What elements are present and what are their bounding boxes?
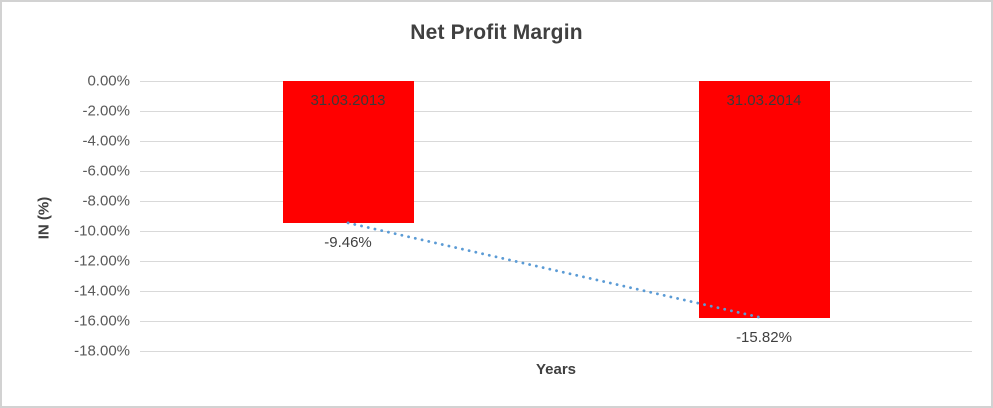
chart-title: Net Profit Margin [410,21,583,44]
bar-value-label: -15.82% [736,329,792,347]
gridline [140,261,972,262]
gridline [140,111,972,112]
gridline [140,321,972,322]
y-tick-label: -6.00% [82,162,130,180]
y-tick-label: -8.00% [82,192,130,210]
y-tick-label: -16.00% [74,312,130,330]
gridline [140,231,972,232]
gridline [140,351,972,352]
y-tick-label: -18.00% [74,342,130,360]
gridline [140,141,972,142]
gridline [140,171,972,172]
bar-value-label: -9.46% [324,233,372,251]
bar-31.03.2014 [698,81,830,319]
bar-31.03.2013 [282,81,414,223]
y-tick-label: 0.00% [87,72,130,90]
y-tick-label: -10.00% [74,222,130,240]
bar-category-label: 31.03.2013 [310,92,386,109]
y-tick-label: -12.00% [74,252,130,270]
gridline [140,81,972,82]
bar-category-label: 31.03.2014 [726,92,802,109]
y-tick-label: -14.00% [74,282,130,300]
gridline [140,291,972,292]
y-tick-label: -4.00% [82,132,130,150]
gridline [140,201,972,202]
y-tick-label: -2.00% [82,102,130,120]
x-axis-title: Years [535,361,577,378]
